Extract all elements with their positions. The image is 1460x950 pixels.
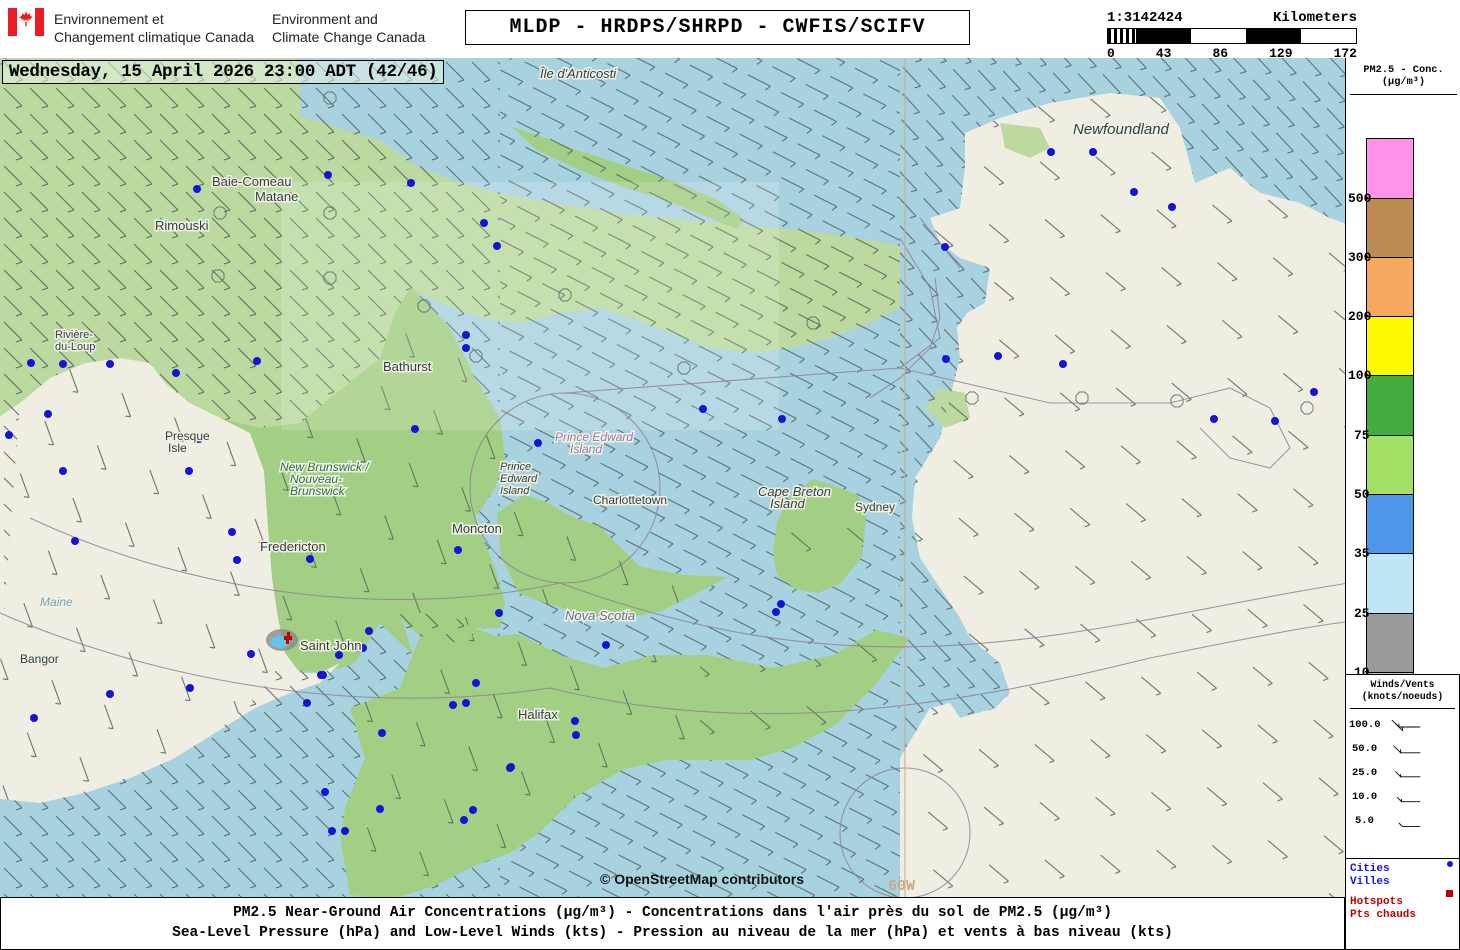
- svg-text:Matane: Matane: [255, 189, 298, 204]
- svg-text:Prince: Prince: [500, 461, 531, 473]
- svg-text:Île d'Anticosti: Île d'Anticosti: [540, 66, 617, 81]
- svg-text:Bangor: Bangor: [20, 652, 59, 666]
- svg-text:Rimouski: Rimouski: [155, 218, 209, 233]
- svg-text:Brunswick: Brunswick: [290, 484, 346, 498]
- svg-text:60W: 60W: [888, 878, 915, 895]
- svg-text:Charlottetown: Charlottetown: [593, 493, 667, 507]
- svg-text:Saint John: Saint John: [300, 638, 361, 653]
- svg-text:Bathurst: Bathurst: [383, 359, 432, 374]
- svg-text:Baie-Comeau: Baie-Comeau: [212, 174, 292, 189]
- svg-text:Newfoundland: Newfoundland: [1073, 121, 1170, 138]
- svg-text:Halifax: Halifax: [518, 707, 558, 722]
- svg-text:Maine: Maine: [40, 595, 73, 609]
- svg-text:Nova Scotia: Nova Scotia: [565, 608, 635, 623]
- svg-text:Moncton: Moncton: [452, 521, 502, 536]
- svg-text:Sydney: Sydney: [855, 500, 895, 514]
- svg-text:Island: Island: [570, 442, 602, 456]
- svg-text:Isle: Isle: [168, 441, 187, 455]
- svg-text:Island: Island: [500, 485, 530, 497]
- svg-text:du-Loup: du-Loup: [55, 341, 95, 353]
- svg-text:Rivière-: Rivière-: [55, 329, 93, 341]
- svg-text:Edward: Edward: [500, 473, 538, 485]
- svg-text:Fredericton: Fredericton: [260, 539, 326, 554]
- svg-text:Island: Island: [770, 496, 805, 511]
